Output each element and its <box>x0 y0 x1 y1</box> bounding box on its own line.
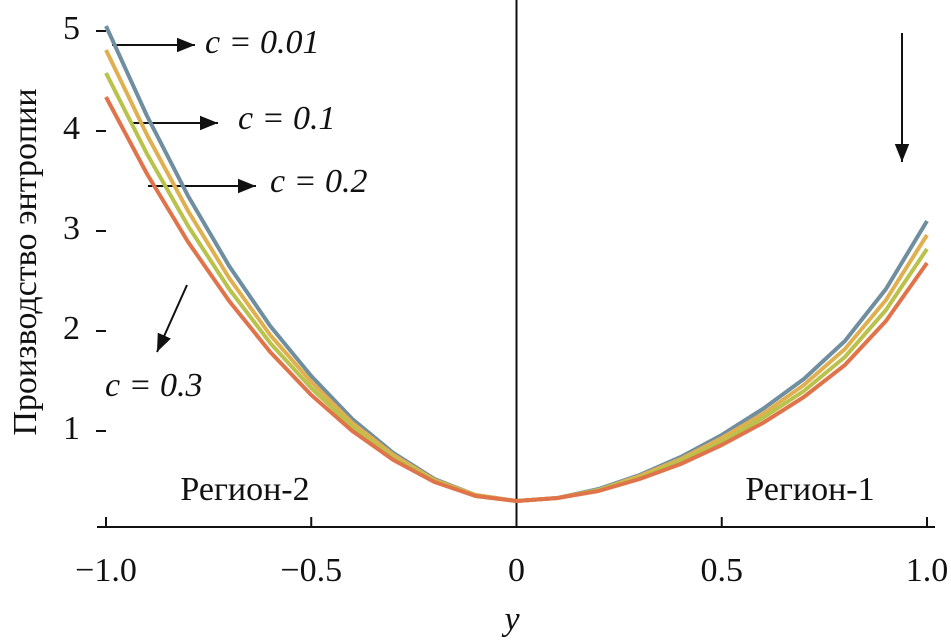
x-tick-label: 0.5 <box>701 552 744 589</box>
x-tick-label: 0 <box>508 552 525 589</box>
y-tick-label: 1 <box>63 410 80 447</box>
region-label: Регион-1 <box>745 471 874 508</box>
x-tick-label: 1.0 <box>906 552 949 589</box>
series-label: c = 0.3 <box>105 367 203 404</box>
y-tick-label: 5 <box>63 10 80 47</box>
series-label: c = 0.2 <box>270 163 368 200</box>
y-tick-label: 4 <box>63 110 80 147</box>
x-tick-label: −0.5 <box>280 552 342 589</box>
y-tick-label: 2 <box>63 310 80 347</box>
region-label: Регион-2 <box>180 471 309 508</box>
y-tick-label: 3 <box>63 210 80 247</box>
series-label: c = 0.01 <box>205 24 320 61</box>
line-series <box>104 96 929 503</box>
x-tick-label: −1.0 <box>75 552 137 589</box>
series-label: c = 0.1 <box>238 100 336 137</box>
y-axis-label: Производство энтропии <box>7 88 44 435</box>
x-axis-label: y <box>501 601 520 638</box>
arrow <box>156 284 188 353</box>
